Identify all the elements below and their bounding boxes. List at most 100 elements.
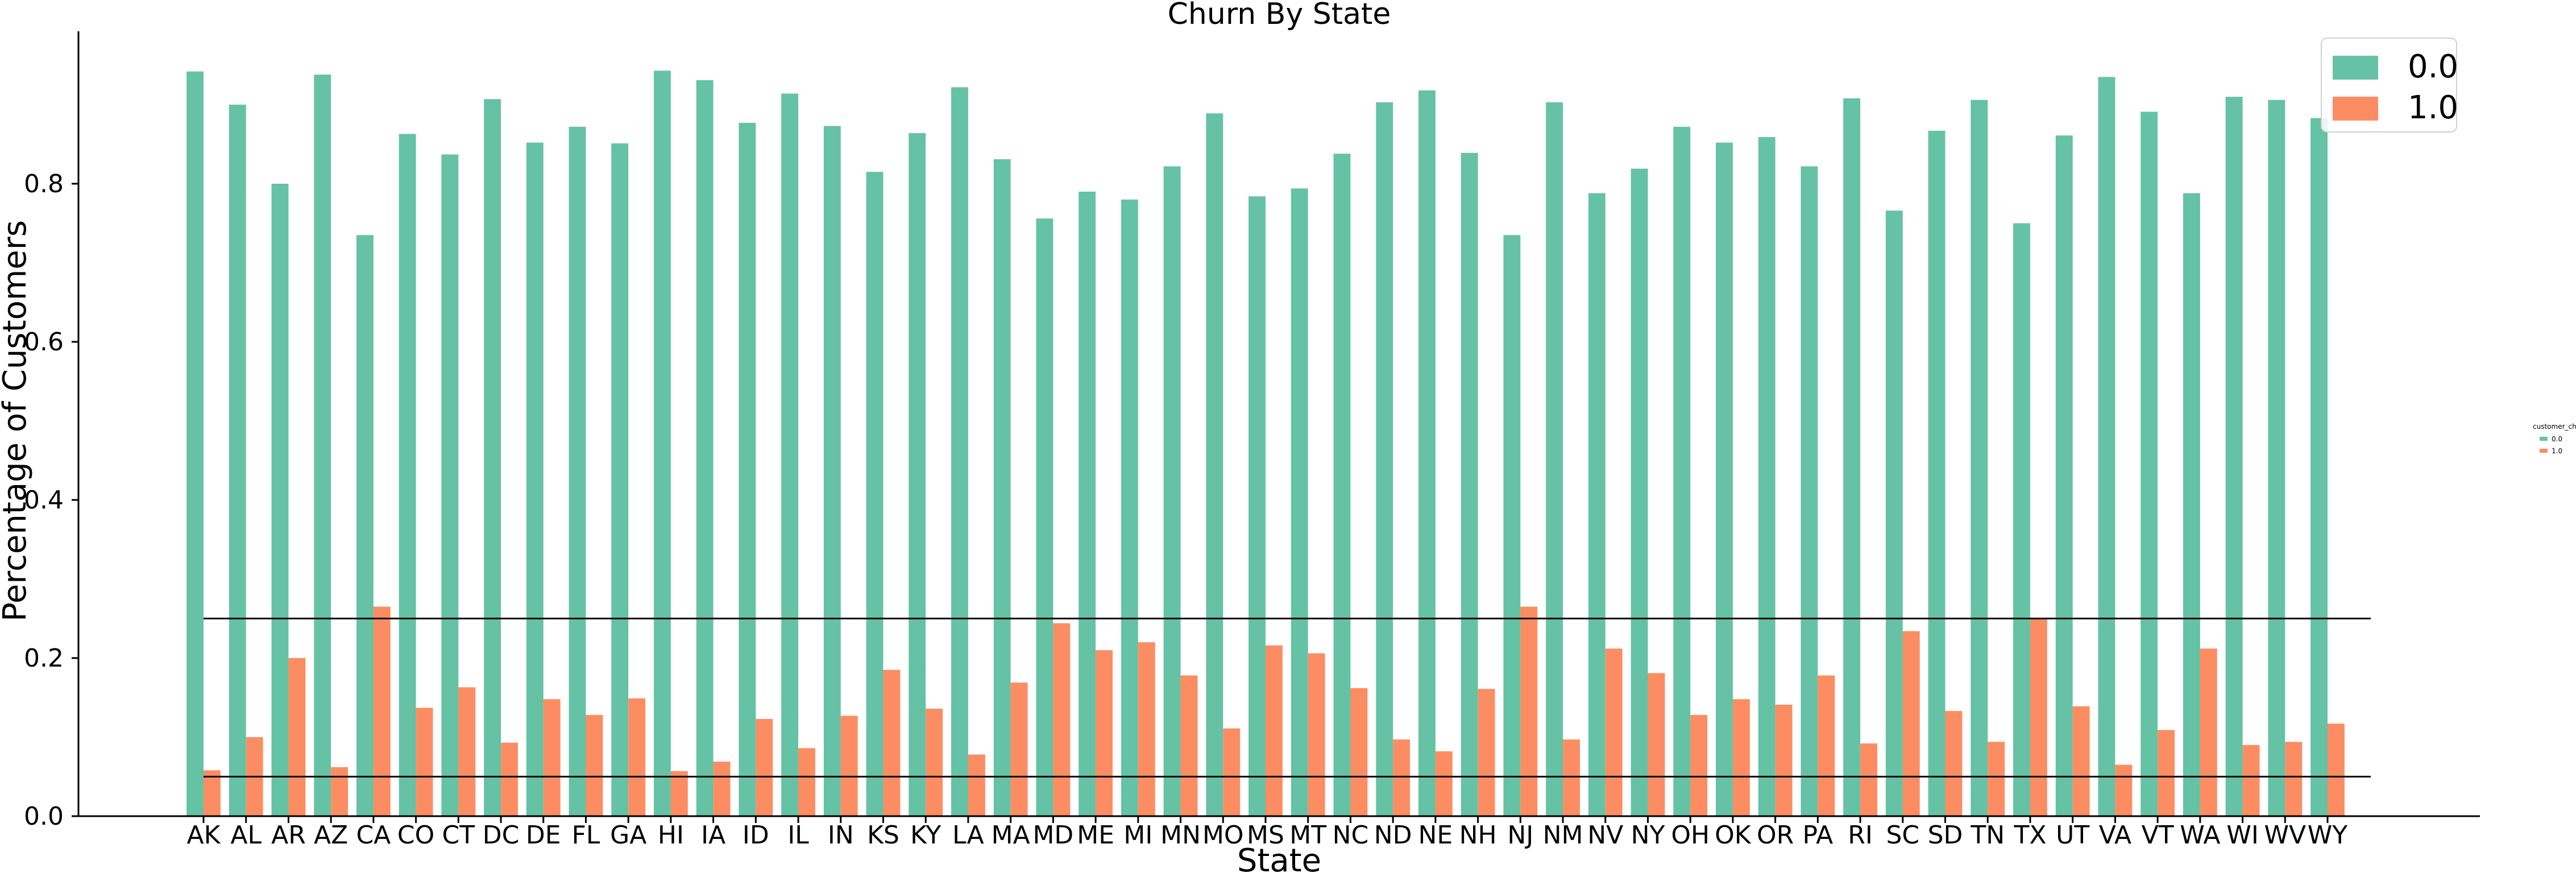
x-tick-label: MD: [1032, 821, 1073, 850]
bar-MD-1_0: [1053, 623, 1071, 816]
y-tick-label: 0.0: [24, 802, 64, 831]
bar-SC-1_0: [1902, 631, 1920, 816]
bar-WV-1_0: [2285, 742, 2303, 816]
bar-LA-0_0: [951, 87, 968, 816]
y-axis-title: Percentage of Customers: [0, 220, 34, 622]
bar-OH-1_0: [1690, 715, 1708, 816]
bar-AL-0_0: [229, 105, 246, 816]
bar-AZ-1_0: [331, 767, 349, 816]
x-tick-label: TN: [1970, 821, 2005, 850]
x-tick-label: PA: [1802, 821, 1833, 850]
y-tick-label: 0.4: [24, 486, 64, 515]
bar-UT-1_0: [2072, 706, 2090, 816]
bar-OR-1_0: [1775, 705, 1793, 816]
bar-MN-1_0: [1180, 675, 1198, 816]
reference-lines: [204, 618, 2371, 777]
bar-NM-1_0: [1563, 739, 1580, 816]
outer-legend-swatch-1: [2540, 449, 2548, 453]
bar-NE-1_0: [1435, 751, 1453, 816]
x-tick-label: LA: [952, 821, 984, 850]
bar-CO-1_0: [416, 708, 433, 816]
x-tick-label: MS: [1247, 821, 1284, 850]
x-tick-label: VT: [2142, 821, 2174, 850]
bar-TN-1_0: [1988, 742, 2005, 816]
bar-MA-0_0: [993, 159, 1011, 816]
x-tick-label: DE: [526, 821, 561, 850]
bar-IN-1_0: [840, 715, 858, 816]
bar-HI-0_0: [654, 71, 671, 817]
outer-legend-title: customer_churn: [2533, 423, 2576, 431]
bar-VA-1_0: [2115, 764, 2133, 816]
bar-ND-0_0: [1376, 102, 1393, 817]
bar-MS-1_0: [1266, 645, 1283, 816]
bar-MO-0_0: [1206, 113, 1223, 816]
x-tick-label: WV: [2264, 821, 2306, 850]
bar-AR-1_0: [288, 658, 306, 816]
x-tick-label: ME: [1077, 821, 1114, 850]
bar-VA-0_0: [2098, 77, 2115, 817]
x-tick-label: SD: [1928, 821, 1963, 850]
bar-NY-0_0: [1631, 168, 1648, 817]
bar-CT-0_0: [441, 154, 459, 816]
x-tick-label: IN: [828, 821, 854, 850]
x-tick-label: OH: [1671, 821, 1710, 850]
x-tick-label: OR: [1757, 821, 1794, 850]
bar-DC-1_0: [501, 742, 518, 816]
x-tick-label: NY: [1631, 821, 1665, 850]
chart-title: Churn By State: [1168, 0, 1391, 31]
bar-MO-1_0: [1223, 728, 1241, 816]
bar-WA-1_0: [2200, 648, 2217, 816]
bar-GA-0_0: [611, 143, 629, 817]
bar-DE-0_0: [526, 142, 544, 817]
bar-LA-1_0: [968, 754, 985, 816]
x-tick-label: ID: [742, 821, 769, 850]
bar-WV-0_0: [2268, 100, 2285, 816]
x-tick-label: MA: [992, 821, 1030, 850]
bar-NH-0_0: [1461, 152, 1478, 816]
bar-CA-0_0: [356, 235, 374, 817]
bar-IL-0_0: [781, 93, 799, 816]
bar-IA-1_0: [713, 762, 731, 816]
bar-FL-0_0: [569, 126, 586, 816]
bar-NV-1_0: [1605, 648, 1623, 816]
bar-WI-0_0: [2225, 97, 2243, 817]
y-tick-label: 0.6: [24, 328, 64, 357]
bar-RI-1_0: [1860, 743, 1877, 816]
bar-VT-1_0: [2158, 730, 2175, 816]
bar-HI-1_0: [670, 771, 688, 816]
bar-TX-0_0: [2013, 223, 2030, 816]
bar-ME-1_0: [1096, 650, 1113, 816]
bar-IL-1_0: [798, 748, 815, 816]
bar-NJ-0_0: [1503, 235, 1521, 817]
bar-CT-1_0: [458, 687, 476, 816]
bar-KY-1_0: [926, 708, 943, 816]
legend-swatch-1: [2333, 97, 2378, 121]
x-tick-label: AK: [187, 821, 221, 850]
outer-legend-label-1: 1.0: [2552, 447, 2562, 455]
bar-ND-1_0: [1393, 739, 1411, 816]
bar-WY-1_0: [2328, 723, 2345, 816]
y-axis-ticks: 0.0 0.2 0.4 0.6 0.8: [24, 169, 78, 831]
x-tick-label: GA: [610, 821, 646, 850]
x-axis-ticks: AK AL AR AZ CA CO CT DC DE FL GA HI IA ID IL IN KS KY LA MA…: [187, 816, 2348, 850]
x-tick-label: RI: [1848, 821, 1873, 850]
bar-NJ-1_0: [1520, 606, 1538, 816]
bar-NH-1_0: [1478, 689, 1495, 816]
x-tick-label: MN: [1160, 821, 1201, 850]
bar-AK-1_0: [204, 770, 221, 816]
bar-KY-0_0: [909, 133, 926, 816]
bar-MN-0_0: [1163, 166, 1181, 816]
bar-OH-0_0: [1673, 126, 1691, 816]
bar-ID-1_0: [756, 719, 773, 816]
bar-ID-0_0: [739, 122, 756, 817]
bar-AR-0_0: [271, 184, 289, 816]
x-tick-label: AL: [230, 821, 262, 850]
bar-TX-1_0: [2030, 618, 2047, 816]
x-tick-label: KY: [910, 821, 941, 850]
bars-group: [186, 71, 2345, 817]
x-tick-label: AZ: [314, 821, 348, 850]
bar-AK-0_0: [186, 71, 204, 817]
x-tick-label: WY: [2308, 821, 2348, 850]
bar-WI-1_0: [2242, 744, 2260, 816]
